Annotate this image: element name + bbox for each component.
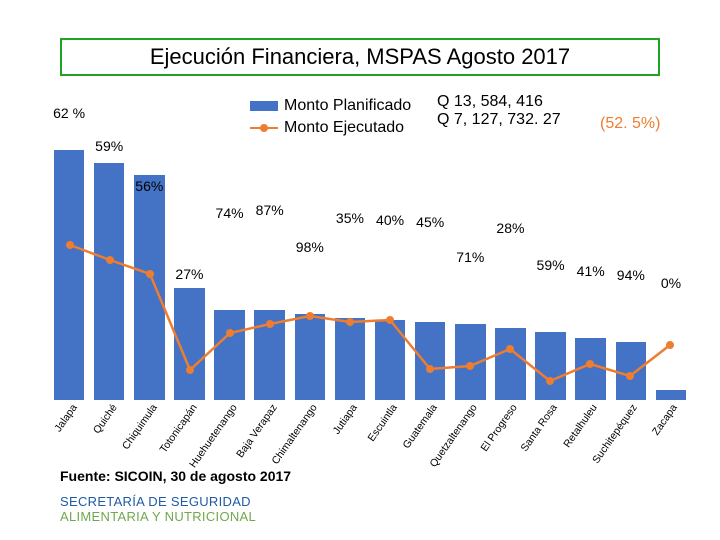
bar (375, 320, 406, 400)
bar-pct-label: 41% (577, 263, 605, 279)
bar-slot: 98% (291, 130, 329, 400)
bar-slot: 28% (491, 130, 529, 400)
chart: 62 % 59% 56% 27% 74% 87% 98% 35% 40% 45% 71% 28% 59%… (50, 130, 690, 400)
bar-slot: 71% (451, 130, 489, 400)
bar-pct-label: 35% (336, 210, 364, 226)
bar-pct-label: 40% (376, 212, 404, 228)
bar (134, 175, 165, 400)
bars-container: 62 % 59% 56% 27% 74% 87% 98% 35% 40% 45% 71% 28% 59%… (50, 130, 690, 400)
bar-slot: 56% (130, 130, 168, 400)
bar-pct-label: 59% (537, 257, 565, 273)
footer-org-line1: SECRETARÍA DE SEGURIDAD (60, 495, 256, 510)
bar (495, 328, 526, 400)
bar (535, 332, 566, 400)
bar-slot: 87% (251, 130, 289, 400)
x-label: Jalapa (52, 402, 80, 434)
bar-slot: 45% (411, 130, 449, 400)
bar-pct-label: 74% (216, 205, 244, 221)
bar-pct-label: 71% (456, 249, 484, 265)
bar-pct-label: 0% (661, 275, 681, 291)
bar-slot: 59% (90, 130, 128, 400)
bar-pct-label: 27% (175, 266, 203, 282)
x-label: Escuintla (366, 402, 400, 444)
bar-pct-label: 62 % (53, 105, 85, 121)
bar (575, 338, 606, 400)
legend-line-icon (250, 127, 278, 129)
x-label-slot: Jutiapa (330, 402, 370, 472)
bar-pct-label: 87% (256, 202, 284, 218)
bar-slot: 74% (211, 130, 249, 400)
footer-source: Fuente: SICOIN, 30 de agosto 2017 (60, 468, 291, 484)
bar (335, 318, 366, 400)
bar (295, 314, 326, 400)
x-label-slot: Suchitepéquez (610, 402, 650, 472)
bar-slot: 94% (612, 130, 650, 400)
bar-slot: 62 % (50, 130, 88, 400)
bar-slot: 35% (331, 130, 369, 400)
bar-slot: 0% (652, 130, 690, 400)
x-label-slot: Jalapa (50, 402, 90, 472)
bar-slot: 40% (371, 130, 409, 400)
bar (94, 163, 125, 400)
bar-slot: 59% (532, 130, 570, 400)
bar-pct-label: 56% (135, 178, 163, 194)
x-label: Jutiapa (331, 402, 360, 437)
bar (616, 342, 647, 400)
bar-pct-label: 98% (296, 239, 324, 255)
bar-pct-label: 28% (496, 220, 524, 236)
bar (254, 310, 285, 400)
q-values: Q 13, 584, 416 Q 7, 127, 732. 27 (437, 93, 561, 129)
x-label-slot: Zacapa (650, 402, 690, 472)
page-title: Ejecución Financiera, MSPAS Agosto 2017 (60, 38, 660, 76)
bar (455, 324, 486, 400)
x-axis-labels: JalapaQuichéChiquimulaTotonicapánHuehuet… (50, 402, 690, 472)
legend-planificado-label: Monto Planificado (284, 97, 411, 115)
footer-org-line2: ALIMENTARIA Y NUTRICIONAL (60, 510, 256, 525)
bar-slot: 41% (572, 130, 610, 400)
x-label-slot: Chimaltenango (290, 402, 330, 472)
bar (415, 322, 446, 400)
q-ejecutado: Q 7, 127, 732. 27 (437, 111, 561, 129)
bar (214, 310, 245, 400)
bar-pct-label: 94% (617, 267, 645, 283)
x-label: Quiché (91, 402, 120, 436)
q-planificado: Q 13, 584, 416 (437, 93, 561, 111)
bar-slot: 27% (170, 130, 208, 400)
bar-pct-label: 59% (95, 138, 123, 154)
x-label: Zacapa (650, 402, 680, 438)
bar (54, 150, 85, 400)
legend-bar-icon (250, 101, 278, 111)
bar (656, 390, 687, 400)
bar-pct-label: 45% (416, 214, 444, 230)
bar (174, 288, 205, 400)
footer-org: SECRETARÍA DE SEGURIDAD ALIMENTARIA Y NU… (60, 495, 256, 525)
legend-planificado: Monto Planificado (250, 95, 411, 117)
